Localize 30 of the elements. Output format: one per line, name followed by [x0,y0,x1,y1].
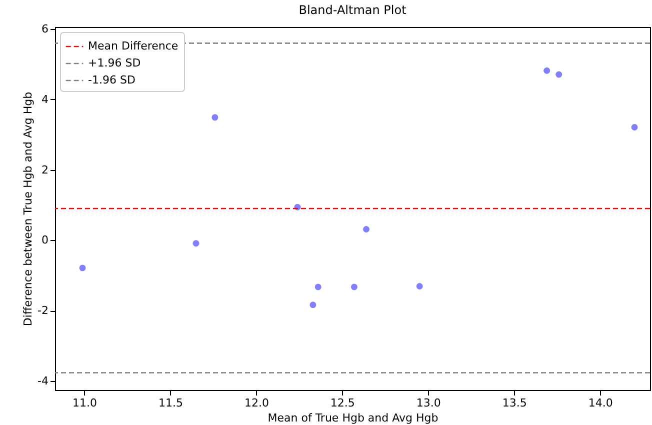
point [631,124,638,130]
x-tick-label: 11.5 [158,396,183,410]
y-tick-label: 6 [42,22,48,36]
point [544,67,550,74]
x-tick-label: 14.0 [588,396,613,410]
point [350,284,358,290]
y-axis-title: Difference between True Hgb and Avg Hgb [22,92,35,326]
y-tick-label: 4 [42,92,48,106]
x-tick-label: 12.5 [330,396,355,410]
point [310,302,316,308]
legend-label: -1.96 SD [88,74,136,86]
y-tick-label: 0 [42,234,48,247]
y-tick-label: -4 [38,374,48,388]
x-tick-label: 12.0 [244,396,269,410]
point [363,226,370,232]
x-tick-label: 13.5 [502,396,527,410]
point [212,114,218,121]
point [416,283,423,290]
legend-label: Mean Difference [88,40,178,52]
x-tick-label: 11.0 [72,396,97,410]
point [314,284,322,290]
point [79,264,86,272]
x-axis-title: Mean of True Hgb and Avg Hgb [268,412,438,424]
y-tick-label: -2 [38,304,48,318]
legend-label: +1.96 SD [88,56,141,70]
point [192,240,200,247]
chart-title: Bland-Altman Plot [298,3,407,18]
point [556,71,562,78]
x-tick-label: 13.0 [416,396,441,410]
y-tick-label: 2 [42,163,48,176]
